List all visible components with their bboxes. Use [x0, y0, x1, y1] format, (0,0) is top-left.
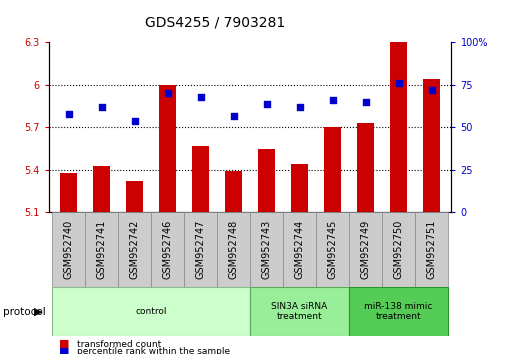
Point [196, 94, 205, 100]
Text: GSM952751: GSM952751 [427, 220, 437, 279]
Bar [250, 287, 349, 336]
Text: protocol: protocol [3, 307, 45, 316]
Text: miR-138 mimic
treatment: miR-138 mimic treatment [364, 302, 433, 321]
Bar [250, 212, 283, 287]
Text: SIN3A siRNA
treatment: SIN3A siRNA treatment [271, 302, 328, 321]
Text: transformed count: transformed count [77, 339, 161, 349]
Point [362, 99, 370, 105]
Bar [93, 166, 110, 212]
Text: GSM952749: GSM952749 [361, 220, 370, 279]
Point [130, 118, 139, 124]
Text: percentile rank within the sample: percentile rank within the sample [77, 347, 230, 354]
Point [427, 87, 436, 93]
Bar [349, 212, 382, 287]
Text: GSM952744: GSM952744 [294, 220, 305, 279]
Text: GSM952748: GSM952748 [229, 220, 239, 279]
Point [229, 113, 238, 118]
Bar [126, 181, 143, 212]
Text: ■: ■ [59, 339, 69, 349]
Bar [415, 212, 448, 287]
Text: GSM952746: GSM952746 [163, 220, 172, 279]
Point [295, 104, 304, 110]
Bar [349, 287, 448, 336]
Point [65, 111, 73, 117]
Bar [423, 79, 440, 212]
Point [394, 80, 403, 86]
Bar [382, 212, 415, 287]
Bar [85, 212, 118, 287]
Text: ■: ■ [59, 347, 69, 354]
Bar [217, 212, 250, 287]
Text: GDS4255 / 7903281: GDS4255 / 7903281 [145, 16, 286, 30]
Point [164, 91, 172, 96]
Text: ▶: ▶ [34, 307, 42, 316]
Bar [52, 287, 250, 336]
Bar [316, 212, 349, 287]
Text: GSM952745: GSM952745 [328, 220, 338, 279]
Point [97, 104, 106, 110]
Bar [184, 212, 217, 287]
Text: control: control [135, 307, 167, 316]
Point [263, 101, 271, 107]
Text: GSM952750: GSM952750 [393, 220, 404, 279]
Text: GSM952747: GSM952747 [195, 220, 206, 279]
Text: GSM952741: GSM952741 [96, 220, 107, 279]
Bar [324, 127, 341, 212]
Bar [283, 212, 316, 287]
Bar [160, 85, 176, 212]
Bar [390, 42, 407, 212]
Bar [118, 212, 151, 287]
Bar [192, 146, 209, 212]
Text: GSM952740: GSM952740 [64, 220, 73, 279]
Text: GSM952743: GSM952743 [262, 220, 271, 279]
Text: GSM952742: GSM952742 [130, 220, 140, 279]
Bar [61, 173, 77, 212]
Bar [225, 171, 242, 212]
Point [328, 97, 337, 103]
Bar [358, 123, 374, 212]
Bar [151, 212, 184, 287]
Bar [52, 212, 85, 287]
Bar [291, 164, 308, 212]
Bar [259, 149, 275, 212]
